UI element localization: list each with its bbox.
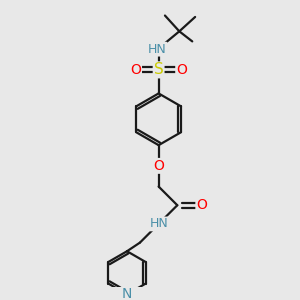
Text: O: O [176, 63, 187, 77]
Text: O: O [130, 63, 141, 77]
Text: N: N [122, 287, 132, 300]
Text: HN: HN [148, 43, 167, 56]
Text: O: O [153, 159, 164, 173]
Text: S: S [154, 62, 164, 77]
Text: HN: HN [150, 218, 169, 230]
Text: O: O [196, 198, 207, 212]
